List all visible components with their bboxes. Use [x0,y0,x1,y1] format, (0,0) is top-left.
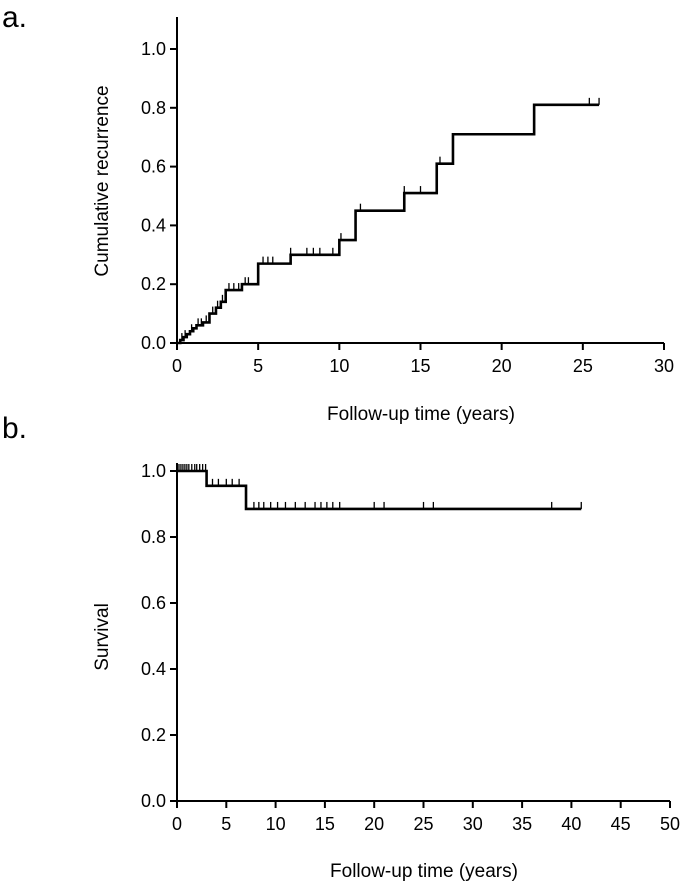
panel-a: a. Cumulative recurrence Follow-up time … [2,1,674,425]
panel-a-y-axis-title: Cumulative recurrence [92,85,113,276]
panel-b: b. Survival Follow-up time (years) 0.00.… [2,412,680,882]
panel-a-x-tick-label: 25 [573,356,593,376]
panel-b-x-tick-label: 50 [660,814,680,834]
panel-b-y-tick-label: 0.4 [141,659,166,679]
panel-b-x-axis-title: Follow-up time (years) [330,861,518,882]
panel-b-x-tick-label: 40 [561,814,581,834]
panel-b-plot-area: 0.0 0.2 0.4 0.6 0.8 1.0 0 5 10 15 20 25 30 35 40 45 50 [141,461,680,834]
panel-b-x-tick-label: 30 [463,814,483,834]
panel-b-x-tick-label: 10 [266,814,286,834]
panel-a-label: a. [2,1,27,34]
panel-a-x-tick-label: 30 [654,356,674,376]
panel-b-label: b. [2,412,27,445]
panel-a-x-tick-label: 5 [253,356,263,376]
panel-a-step-line [177,103,600,345]
panel-b-step-line [177,469,582,511]
panel-b-x-tick-label: 35 [512,814,532,834]
panel-a-x-tick-label: 20 [492,356,512,376]
panel-b-y-tick-label: 0.0 [141,791,166,811]
panel-a-plot-area: 0.0 0.2 0.4 0.6 0.8 1.0 0 5 10 15 20 25 30 [141,17,674,376]
panel-b-y-tick-label: 0.2 [141,725,166,745]
panel-b-x-tick-label: 5 [221,814,231,834]
panel-b-x-tick-label: 45 [611,814,631,834]
panel-b-x-tick-label: 20 [364,814,384,834]
panel-b-x-tick-label: 25 [413,814,433,834]
panel-a-y-tick-label: 0.4 [141,215,166,235]
panel-a-y-tick-label: 1.0 [141,39,166,59]
panel-b-y-tick-label: 0.6 [141,593,166,613]
panel-a-y-tick-label: 0.0 [141,333,166,353]
panel-a-y-tick-label: 0.8 [141,98,166,118]
panel-a-y-tick-label: 0.6 [141,157,166,177]
panel-a-y-tick-label: 0.2 [141,274,166,294]
panel-b-y-tick-label: 1.0 [141,461,166,481]
panel-a-x-tick-label: 15 [410,356,430,376]
panel-b-y-tick-label: 0.8 [141,527,166,547]
panel-b-x-tick-label: 15 [315,814,335,834]
panel-a-x-tick-label: 10 [329,356,349,376]
panel-b-y-axis-title: Survival [92,603,113,671]
panel-b-x-tick-label: 0 [172,814,182,834]
panel-a-x-axis-title: Follow-up time (years) [327,404,515,425]
panel-a-x-tick-label: 0 [172,356,182,376]
